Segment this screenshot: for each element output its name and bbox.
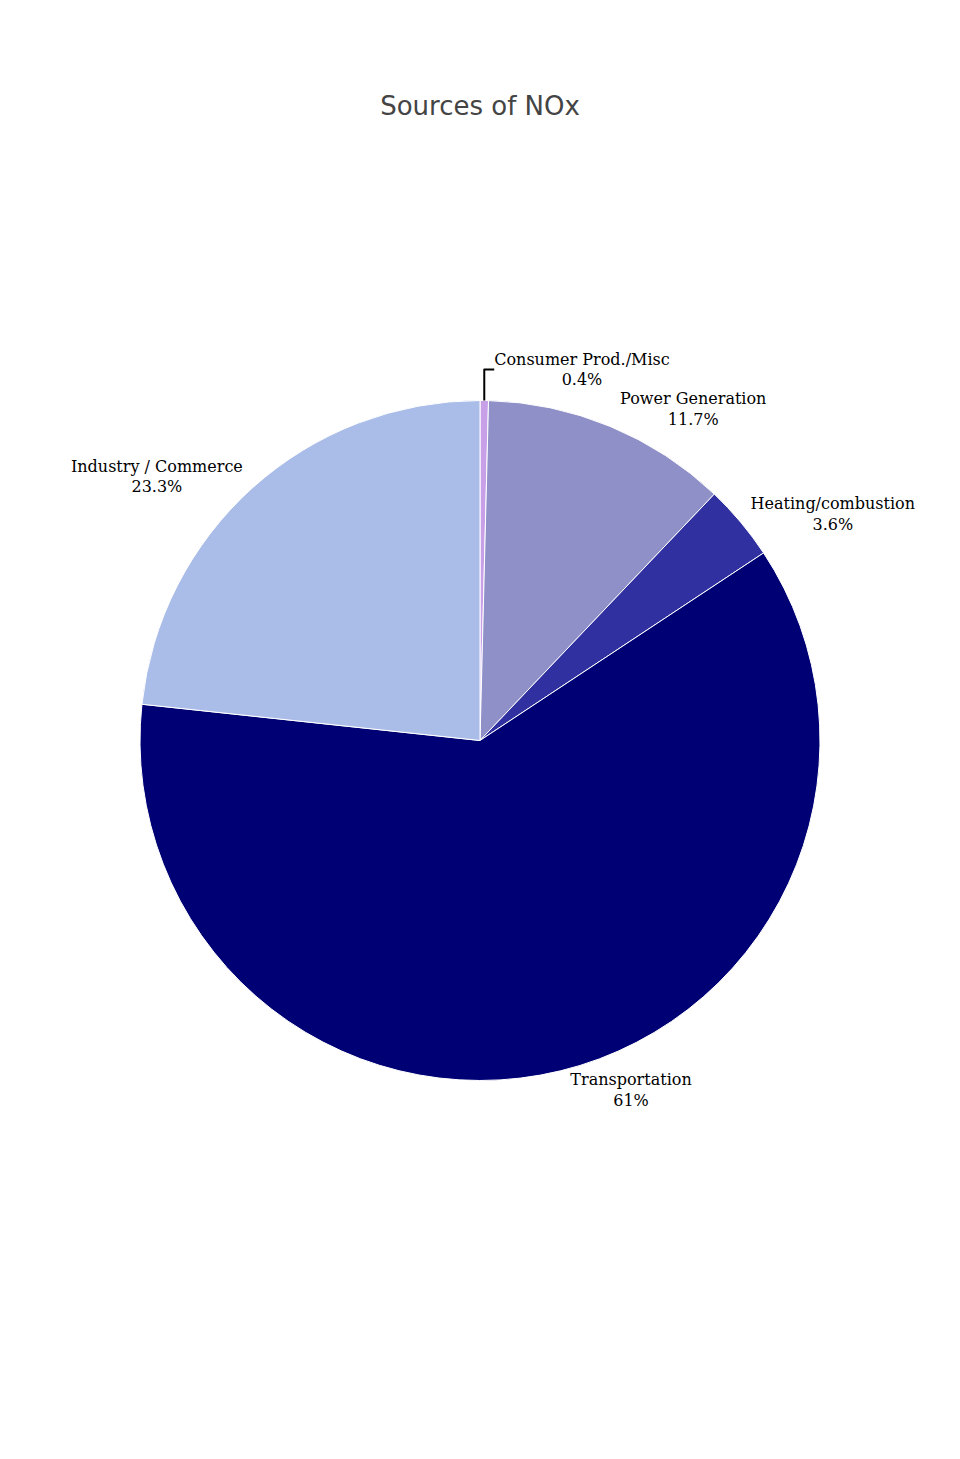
svg-text:Heating/combustion3.6%: Heating/combustion3.6% <box>751 494 915 534</box>
svg-text:Industry / Commerce23.3%: Industry / Commerce23.3% <box>71 457 243 497</box>
svg-text:Power Generation11.7%: Power Generation11.7% <box>620 389 766 429</box>
svg-text:Transportation61%: Transportation61% <box>570 1070 691 1110</box>
svg-text:Sources of NOx: Sources of NOx <box>380 91 580 121</box>
svg-text:Consumer Prod./Misc0.4%: Consumer Prod./Misc0.4% <box>494 350 670 390</box>
